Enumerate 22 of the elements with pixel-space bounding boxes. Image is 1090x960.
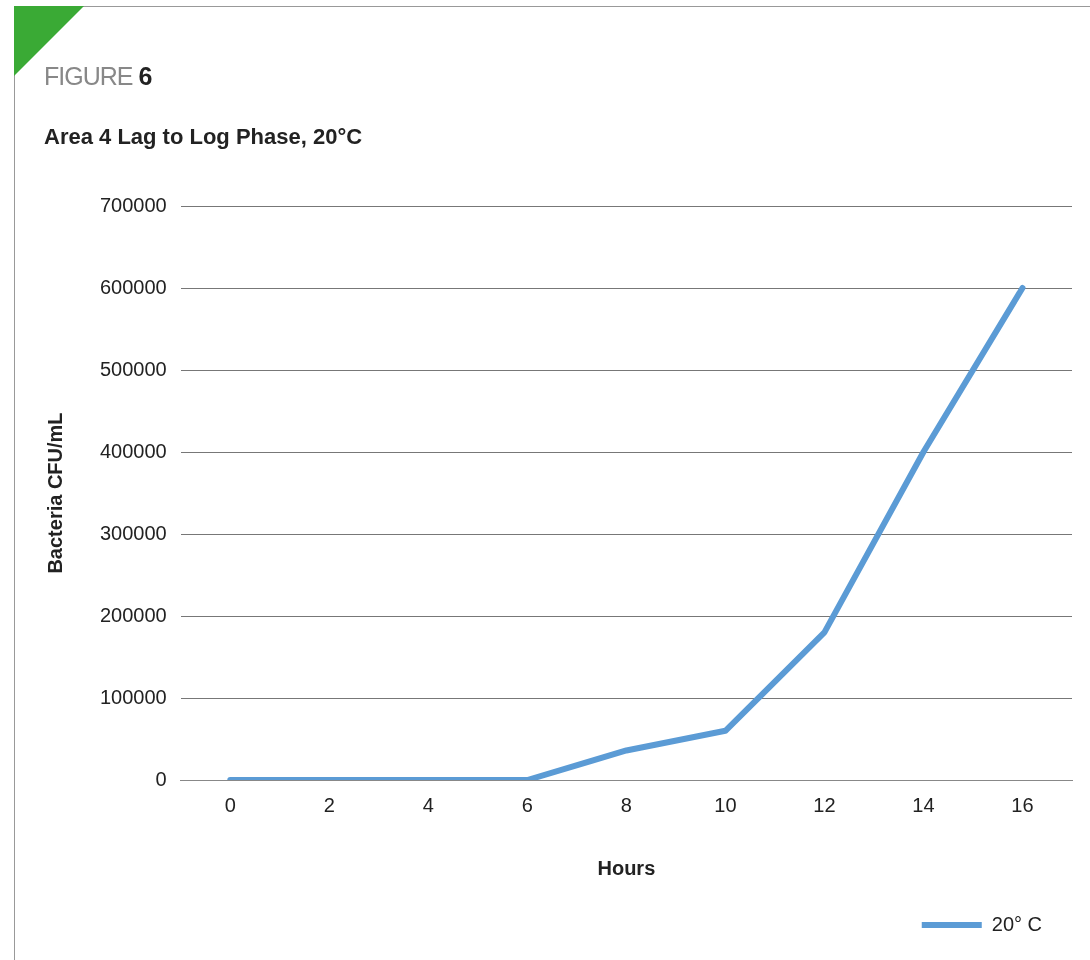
x-tick-label: 8 xyxy=(620,793,632,816)
y-tick-label: 400000 xyxy=(99,439,167,462)
y-tick-label: 600000 xyxy=(99,275,167,298)
y-tick-label: 100000 xyxy=(99,685,167,708)
x-tick-label: 12 xyxy=(813,793,836,816)
x-tick-label: 14 xyxy=(912,793,935,816)
x-tick-label: 10 xyxy=(714,793,737,816)
caption: FIGURE 6 xyxy=(44,62,152,91)
y-axis-title: Bacteria CFU/mL xyxy=(43,412,66,574)
chart-title: Area 4 Lag to Log Phase, 20°C xyxy=(44,124,363,150)
y-tick-label: 300000 xyxy=(99,521,167,544)
x-tick-label: 0 xyxy=(224,793,236,816)
y-tick-label: 200000 xyxy=(99,603,167,626)
y-tick-label: 0 xyxy=(155,767,167,790)
x-tick-label: 6 xyxy=(521,793,533,816)
x-tick-label: 16 xyxy=(1011,793,1034,816)
x-tick-label: 4 xyxy=(422,793,434,816)
y-tick-label: 500000 xyxy=(99,357,167,380)
x-axis-title: Hours xyxy=(597,856,656,879)
legend-label: 20° C xyxy=(991,912,1043,935)
y-tick-label: 700000 xyxy=(99,193,167,216)
x-tick-label: 2 xyxy=(323,793,335,816)
